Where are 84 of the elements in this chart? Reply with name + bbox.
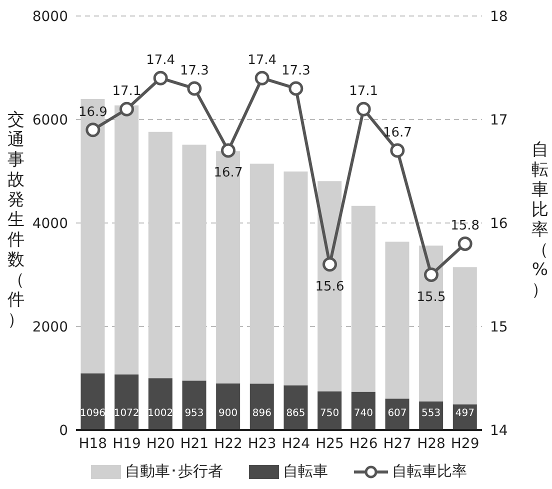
legend-label: 自動車･歩行者: [125, 462, 223, 481]
x-tick-label: H23: [248, 436, 276, 452]
y2-tick-label: 14: [490, 422, 508, 439]
bar: [80, 373, 105, 430]
data-label: 17.3: [180, 63, 209, 78]
data-label: 16.7: [214, 166, 243, 181]
point: [254, 70, 270, 86]
legend-label: 自転車: [283, 462, 328, 481]
x-tick-label: H29: [450, 436, 480, 452]
bar: [385, 242, 410, 399]
y2-tick-label: 18: [490, 8, 508, 25]
data-label: 896: [252, 408, 272, 419]
y2-axis-title: 自転車比率（%）: [532, 140, 548, 300]
data-label: 1072: [114, 408, 140, 419]
bar: [351, 392, 376, 430]
bar: [318, 181, 342, 392]
point: [356, 102, 371, 116]
bar: [419, 246, 444, 402]
point: [288, 81, 304, 96]
bar: [148, 132, 172, 378]
data-label: 900: [218, 408, 238, 419]
x-tick-label: H21: [180, 436, 209, 452]
bar: [114, 374, 139, 430]
y-tick-label: 4000: [32, 216, 68, 232]
y-tick-label: 0: [59, 422, 68, 439]
data-label: 497: [455, 408, 474, 419]
data-label: 15.8: [450, 218, 480, 234]
point: [424, 268, 438, 282]
bar: [452, 267, 477, 404]
x-tick-label: H18: [78, 436, 108, 452]
data-label: 16.9: [78, 104, 108, 120]
x-tick-label: H22: [214, 436, 242, 452]
point: [153, 70, 168, 86]
data-label: 553: [422, 408, 441, 419]
bar: [250, 384, 274, 430]
data-label: 17.4: [146, 53, 176, 68]
point: [458, 236, 472, 251]
x-tick-label: H25: [316, 436, 344, 452]
bar: [250, 164, 274, 384]
x-tick-label: H27: [383, 436, 412, 452]
data-label: 15.6: [315, 279, 344, 294]
bar: [148, 378, 172, 430]
point: [221, 143, 236, 158]
bar: [216, 383, 240, 430]
data-label: 17.4: [248, 53, 277, 68]
data-label: 607: [388, 408, 407, 419]
data-label: 16.7: [382, 126, 412, 141]
data-label: 1096: [80, 408, 106, 419]
y2-tick-label: 16: [490, 216, 508, 232]
x-tick-label: H26: [349, 436, 378, 452]
bar: [216, 151, 240, 384]
x-tick-label: H19: [112, 436, 141, 452]
data-label: 17.3: [281, 63, 310, 78]
data-label: 17.1: [112, 84, 142, 100]
bar: [182, 380, 206, 430]
data-label: 740: [354, 408, 373, 419]
y2-tick-label: 17: [490, 112, 508, 128]
bar: [284, 172, 308, 386]
point: [390, 143, 405, 158]
data-label: 17.1: [349, 84, 378, 100]
x-tick-label: H24: [282, 436, 310, 452]
bar: [114, 105, 139, 375]
data-label: 865: [286, 408, 306, 419]
legend-label: 自転車比率: [392, 462, 467, 481]
data-label: 1002: [148, 408, 174, 419]
point: [120, 102, 134, 116]
y2-tick-label: 15: [490, 319, 508, 336]
point: [322, 257, 337, 272]
bar: [318, 391, 342, 430]
data-label: 953: [184, 408, 204, 419]
text: 交通事故発生件数（件）: [8, 110, 24, 330]
x-tick-label: H28: [417, 436, 446, 452]
x-tick-label: H20: [146, 436, 175, 452]
data-label: 750: [320, 408, 340, 419]
point: [86, 122, 100, 138]
y-tick-label: 6000: [32, 112, 68, 128]
data-label: 15.5: [416, 290, 446, 305]
y-tick-label: 8000: [32, 8, 68, 25]
point: [187, 81, 202, 96]
bar: [284, 385, 308, 430]
bar: [182, 144, 206, 381]
bar: [351, 206, 376, 392]
y-tick-label: 2000: [32, 319, 68, 336]
bar: [80, 99, 105, 374]
